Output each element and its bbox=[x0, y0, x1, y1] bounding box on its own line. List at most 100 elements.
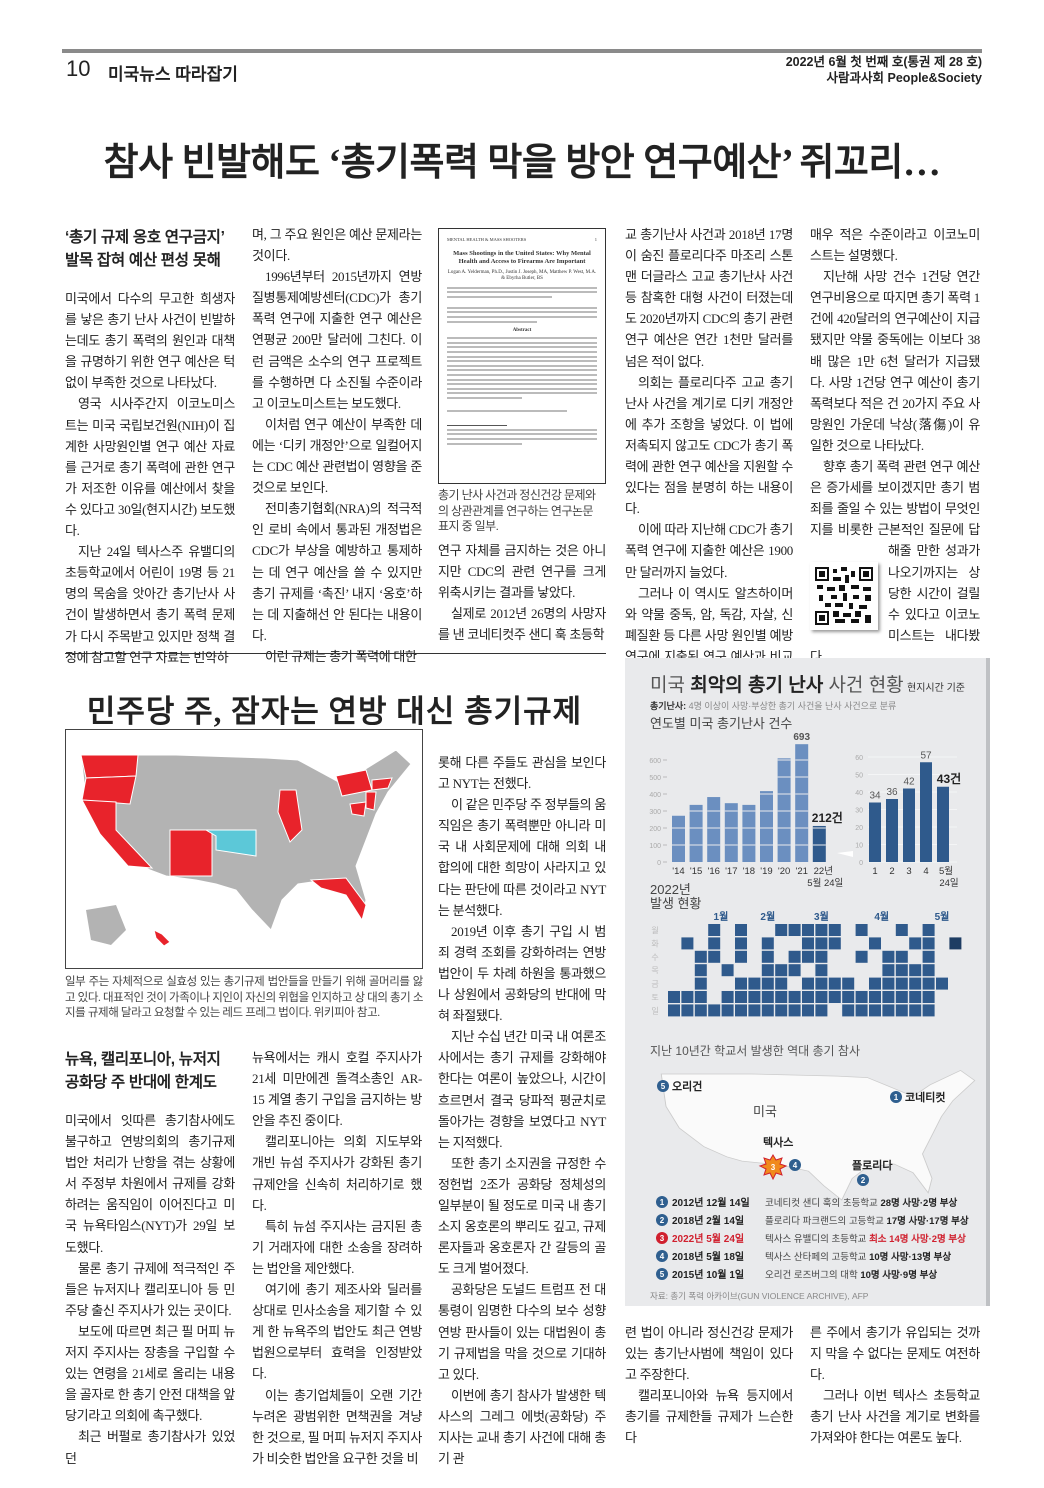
article2-col-1: 뉴욕, 캘리포니아, 뉴저지 공화당 주 반대에 한계도 미국에서 잇따른 총기… bbox=[65, 1048, 235, 1469]
state-illinois bbox=[277, 789, 303, 843]
paragraph: 이는 총기업체들이 오랜 기간 누려온 광범위한 면책권을 겨냥한 것으로, 필… bbox=[252, 1387, 422, 1466]
calendar-day-incident bbox=[735, 924, 747, 936]
section-title: 미국뉴스 따라잡기 bbox=[108, 65, 238, 84]
incident-number: 3 bbox=[660, 1234, 665, 1243]
incident-number: 4 bbox=[660, 1252, 665, 1261]
calendar-day-incident bbox=[775, 924, 788, 936]
paper-page: 1 bbox=[594, 237, 597, 242]
paragraph: 이처럼 연구 예산이 부족한 데에는 ‘디키 개정안’으로 일컬어지는 CDC … bbox=[252, 416, 422, 496]
calendar-day-incident bbox=[936, 977, 948, 990]
calendar-day-incident bbox=[681, 937, 694, 950]
paragraph: 지난 24일 텍사스주 유밸디의 초등학교에서 어린이 19명 등 21명의 목… bbox=[65, 544, 235, 665]
weekday-label: 목 bbox=[651, 966, 658, 975]
state-new-mexico bbox=[169, 829, 213, 877]
calendar-day-incident bbox=[681, 1004, 694, 1017]
calendar-day-incident bbox=[909, 977, 922, 990]
paragraph: 영국 시사주간지 이코노미스트는 미국 국립보건원(NIH)이 집계한 사망원인… bbox=[65, 396, 235, 539]
paragraph: 또한 총기 소지권을 규정한 수정헌법 2조가 공화당 정체성의 일부분이 될 … bbox=[438, 1155, 606, 1277]
article2-col-3: 롯해 다른 주들도 관심을 보인다고 NYT는 전했다. 이 같은 민주당 주 정… bbox=[438, 752, 606, 1469]
subhead-line: 공화당 주 반대에 한계도 bbox=[65, 1074, 217, 1091]
paragraph: 롯해 다른 주들도 관심을 보인다고 NYT는 전했다. bbox=[438, 755, 606, 792]
calendar-day-incident bbox=[815, 964, 828, 977]
x-tick-label: '17 bbox=[725, 866, 737, 877]
state-new-jersey bbox=[365, 791, 377, 811]
paragraph: 이런 규제는 총기 폭력에 대한 bbox=[265, 648, 417, 664]
x-tick-label: 2 bbox=[889, 866, 894, 877]
calendar-day-incident bbox=[802, 977, 814, 990]
article1-col-3: 연구 자체를 금지하는 것은 아니지만 CDC의 관련 연구를 크게 위축시키는… bbox=[438, 540, 606, 645]
bar-month-4 bbox=[937, 786, 949, 862]
data-label: 693 bbox=[793, 732, 810, 743]
marker-2 bbox=[857, 1174, 869, 1186]
calendar-day-incident bbox=[828, 937, 841, 950]
weekday-label: 일 bbox=[651, 1006, 658, 1015]
article1-col-4: 교 총기난사 사건과 2018년 17명이 숨진 플로리다주 마조리 스톤맨 더… bbox=[625, 224, 793, 688]
y-tick-label: 300 bbox=[649, 809, 661, 816]
state-florida bbox=[309, 877, 367, 922]
calendar-day-incident bbox=[788, 924, 801, 936]
article2-col-4: 련 법이 아니라 정신건강 문제가 있는 총기난사범에 책임이 있다고 주장한다… bbox=[625, 1322, 793, 1449]
paragraph: 여기에 총기 제조사와 딜러를 상대로 민사소송을 제기할 수 있게 한 뉴욕주… bbox=[252, 1282, 422, 1382]
x-tick-label: '19 bbox=[760, 866, 772, 877]
calendar-day-incident bbox=[909, 964, 922, 977]
y-tick-label: 20 bbox=[855, 825, 863, 832]
incident-detail: 텍사스 유밸디의 초등학교 최소 14명 사망·2명 부상 bbox=[765, 1233, 966, 1245]
calendar-day-incident bbox=[815, 1004, 828, 1017]
bar-3 bbox=[724, 803, 738, 862]
zoom-connector bbox=[837, 851, 853, 857]
calendar-day-incident bbox=[895, 964, 908, 977]
map-caption: 일부 주는 자체적으로 실효성 있는 총기규제 법안들을 만들기 위해 골머리를… bbox=[65, 976, 423, 1019]
paragraph: 의회는 플로리다주 고교 총기난사 사건을 계기로 디키 개정안에 추가 조항을… bbox=[625, 374, 793, 517]
y-tick-label: 60 bbox=[855, 755, 863, 762]
bar-1 bbox=[689, 804, 703, 862]
y-tick-label: 10 bbox=[855, 843, 863, 850]
calendar-day-incident bbox=[668, 1004, 680, 1017]
svg-text:1: 1 bbox=[894, 1093, 899, 1102]
calendar-day-incident bbox=[694, 977, 707, 990]
data-label: 34 bbox=[869, 791, 881, 802]
paragraph: 물론 총기 규제에 적극적인 주들은 뉴저지나 캘리포니아 등 민주당 출신 주… bbox=[65, 1260, 235, 1318]
calendar-day-incident bbox=[869, 1004, 881, 1017]
calendar-day-incident bbox=[735, 950, 747, 963]
calendar-day-incident bbox=[761, 950, 774, 963]
month-label: 2월 bbox=[760, 911, 775, 923]
calendar-day-incident bbox=[869, 977, 881, 990]
calendar-day-incident bbox=[869, 991, 881, 1003]
subhead-line: ‘총기 규제 옹호 연구금지’ bbox=[65, 229, 225, 246]
calendar-day-incident bbox=[842, 977, 855, 990]
calendar-day-incident bbox=[802, 924, 814, 936]
incident-detail: 오리건 로즈버그의 대학 10명 사망·9명 부상 bbox=[765, 1269, 937, 1281]
incident-date: 2018년 2월 14일 bbox=[672, 1214, 744, 1227]
calendar-day-incident bbox=[748, 1004, 761, 1017]
marker-3-burst bbox=[758, 1154, 788, 1181]
paragraph: 뉴욕에서는 캐시 호컬 주지사가 21세 미만에겐 돌격소총인 AR-15 계열… bbox=[252, 1050, 422, 1129]
article1-col-2: 며, 그 주요 원인은 예산 문제라는 것이다. 1996년부터 2015년까지 … bbox=[252, 224, 422, 667]
info-definition: 총기난사: 4명 이상이 사망·부상한 총기 사건을 난사 사건으로 분류 bbox=[650, 700, 896, 711]
calendar-day-incident bbox=[708, 924, 721, 936]
paragraph: 보도에 따르면 최근 필 머피 뉴저지 주지사는 장총을 구입할 수 있는 연령… bbox=[65, 1323, 235, 1424]
qr-code-icon[interactable] bbox=[810, 562, 878, 630]
paragraph: 이에 따라 지난해 CDC가 총기 폭력 연구에 지출한 예산은 1900만 달… bbox=[625, 522, 793, 580]
figure-caption: 총기 난사 사건과 정신건강 문제와의 상관관계를 연구하는 연구논문 표지 중… bbox=[438, 488, 596, 533]
article1-subhead: ‘총기 규제 옹호 연구금지’ 발목 잡혀 예산 편성 못해 bbox=[65, 226, 235, 272]
calendar-day-incident bbox=[882, 991, 895, 1003]
calendar-day-incident bbox=[922, 964, 935, 977]
y-tick-label: 40 bbox=[855, 790, 863, 797]
incident-detail: 코네티컷 샌디 훅의 초등학교 28명 사망·2명 부상 bbox=[765, 1197, 957, 1209]
label-connecticut: 코네티컷 bbox=[905, 1090, 945, 1104]
calendar-day-incident bbox=[895, 924, 908, 936]
article2-col-5: 른 주에서 총기가 유입되는 것까지 막을 수 없다는 문제도 여전하다. 그러나… bbox=[810, 1322, 980, 1449]
incident-date: 2022년 5월 24일 bbox=[672, 1232, 744, 1245]
marker-1 bbox=[890, 1091, 902, 1103]
calendar-title-line2: 발생 현황 bbox=[650, 896, 701, 911]
x-tick-label: 5월 bbox=[939, 865, 953, 877]
info-basis: 현지시간 기준 bbox=[907, 682, 965, 694]
bar-5 bbox=[760, 791, 773, 862]
calendar-day-incident bbox=[895, 991, 908, 1003]
paragraph: 실제로 2012년 26명의 사망자를 낸 코네티컷주 샌디 훅 초등학 bbox=[438, 606, 606, 643]
calendar-day-incident bbox=[855, 991, 868, 1003]
mass-shooting-infographic: 미국 최악의 총기 난사 사건 현황 현지시간 기준 총기난사: 4명 이상이 … bbox=[625, 658, 990, 1306]
svg-text:4: 4 bbox=[793, 1161, 798, 1170]
state-maryland bbox=[349, 801, 367, 817]
bar-7 bbox=[795, 744, 809, 862]
